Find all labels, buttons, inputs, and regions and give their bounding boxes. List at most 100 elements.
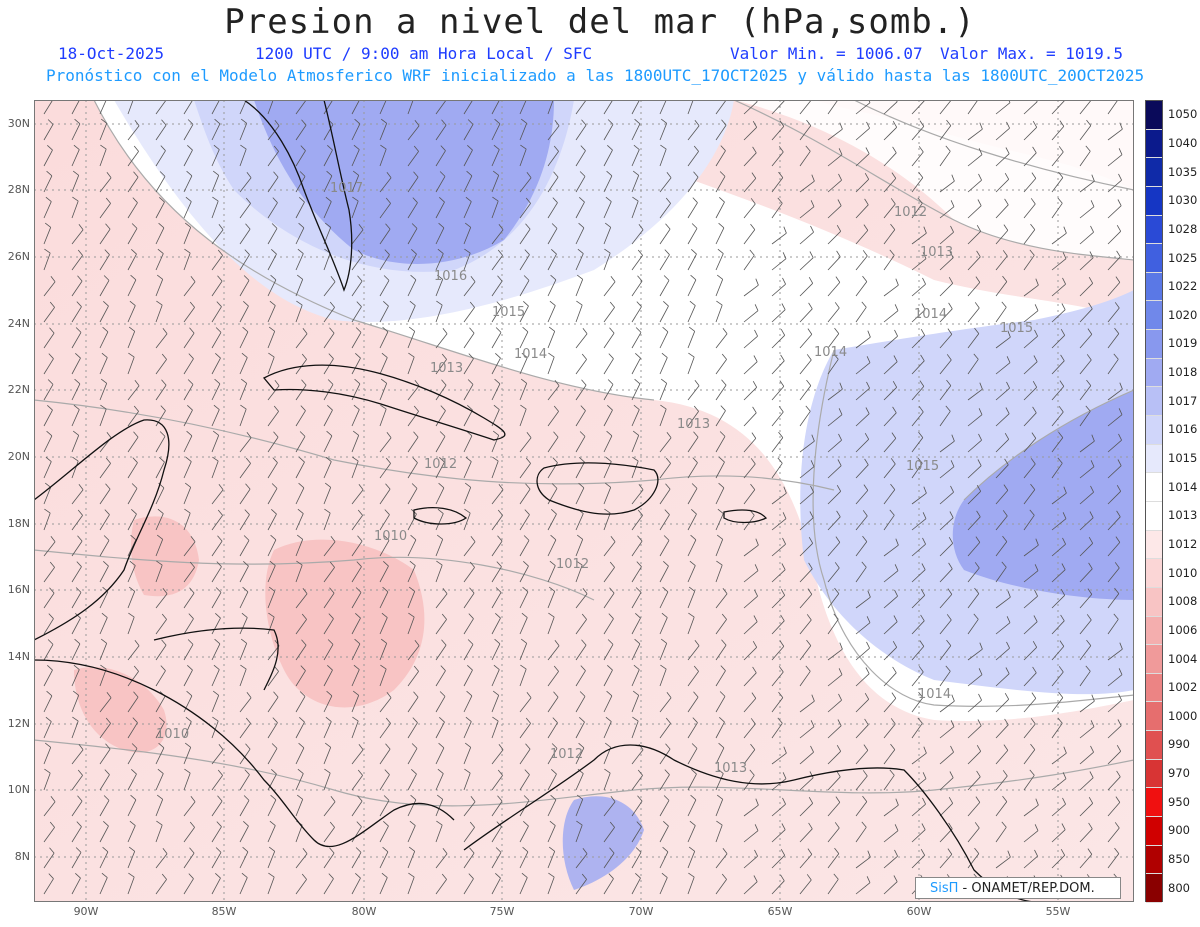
colorbar-label: 1016: [1168, 422, 1198, 437]
colorbar-segment: [1146, 673, 1162, 703]
colorbar-segment: [1146, 616, 1162, 646]
hispaniola-coast: [536, 462, 659, 515]
blue-low-colombia: [562, 796, 644, 890]
lat-label-30n: 30N: [7, 117, 30, 130]
contour-label: 1010: [156, 727, 189, 742]
blue-area-east: [800, 290, 1134, 695]
colorbar-segment: [1146, 186, 1162, 216]
colorbar-segment: [1146, 444, 1162, 474]
colorbar-label: 1028: [1168, 221, 1198, 236]
colorbar-label: 850: [1168, 852, 1190, 867]
colorbar-segment: [1146, 158, 1162, 187]
lat-label-16n: 16N: [7, 583, 30, 596]
colorbar-label: 1013: [1168, 508, 1198, 523]
colorbar-label: 1018: [1168, 365, 1198, 380]
map-frame: [34, 100, 1134, 902]
lat-label-18n: 18N: [7, 517, 30, 530]
colorbar-label: 1002: [1168, 680, 1198, 695]
colorbar: [1145, 100, 1163, 903]
south-america-coast: [463, 744, 1035, 902]
date-label: 18-Oct-2025: [58, 44, 164, 63]
colorbar-segment: [1146, 129, 1162, 159]
colorbar-segment: [1146, 559, 1162, 588]
wind-barbs: [43, 100, 1123, 895]
colorbar-segment: [1146, 215, 1162, 245]
contour-label: 1014: [514, 347, 547, 362]
contour-label: 1015: [492, 305, 525, 320]
contour-label: 1012: [550, 747, 583, 762]
lat-label-14n: 14N: [7, 650, 30, 663]
colorbar-label: 1025: [1168, 250, 1198, 265]
colorbar-label: 970: [1168, 766, 1190, 781]
colorbar-label: 950: [1168, 794, 1190, 809]
colorbar-segment: [1146, 759, 1162, 789]
contour-label: 1014: [914, 307, 947, 322]
colorbar-label: 1010: [1168, 565, 1198, 580]
colorbar-label: 1019: [1168, 336, 1198, 351]
lon-label-65w: 65W: [767, 905, 793, 918]
colorbar-label: 1004: [1168, 651, 1198, 666]
lat-label-12n: 12N: [7, 717, 30, 730]
yucatan-coast: [34, 419, 170, 641]
credit-sis: SisΠ: [930, 881, 959, 896]
colorbar-label: 1022: [1168, 279, 1198, 294]
colorbar-label: 1035: [1168, 164, 1198, 179]
contour-label: 1012: [424, 457, 457, 472]
credit-box: SisΠ - ONAMET/REP.DOM.: [915, 877, 1121, 899]
colorbar-segment: [1146, 387, 1162, 417]
colorbar-segment: [1146, 587, 1162, 617]
colorbar-segment: [1146, 702, 1162, 732]
colorbar-label: 1050: [1168, 107, 1198, 122]
florida-coast: [243, 100, 353, 292]
colorbar-segment: [1146, 501, 1162, 531]
colorbar-segment: [1146, 473, 1162, 502]
colorbar-segment: [1146, 845, 1162, 875]
low-pressure-west: [74, 666, 167, 753]
colorbar-label: 1006: [1168, 622, 1198, 637]
jamaica-coast: [413, 507, 468, 525]
low-pressure-central: [265, 539, 425, 708]
colorbar-label: 800: [1168, 880, 1190, 895]
lon-label-75w: 75W: [489, 905, 515, 918]
contour-label: 1012: [894, 205, 927, 220]
colorbar-label: 1014: [1168, 479, 1198, 494]
isobars: [34, 100, 1134, 807]
colorbar-segment: [1146, 645, 1162, 674]
max-value-label: Valor Max. = 1019.5: [940, 44, 1124, 63]
colorbar-segment: [1146, 530, 1162, 560]
lat-label-8n: 8N: [14, 850, 30, 863]
colorbar-segment: [1146, 301, 1162, 331]
cuba-coast: [262, 364, 506, 441]
lon-label-55w: 55W: [1045, 905, 1071, 918]
colorbar-label: 900: [1168, 823, 1190, 838]
lon-label-90w: 90W: [73, 905, 99, 918]
white-band: [34, 100, 1134, 260]
contour-label: 1013: [430, 361, 463, 376]
colorbar-segment: [1146, 731, 1162, 760]
lat-label-20n: 20N: [7, 450, 30, 463]
low-pressure-yucatan: [131, 516, 199, 597]
contour-label: 1013: [677, 417, 710, 432]
contour-label: 1012: [556, 557, 589, 572]
colorbar-label: 1008: [1168, 594, 1198, 609]
colorbar-segment: [1146, 817, 1162, 846]
time-info-label: 1200 UTC / 9:00 am Hora Local / SFC: [255, 44, 593, 63]
colorbar-segment: [1146, 244, 1162, 273]
lat-label-28n: 28N: [7, 183, 30, 196]
forecast-info-line: Pronóstico con el Modelo Atmosferico WRF…: [46, 66, 1145, 85]
colorbar-segment: [1146, 101, 1162, 130]
colorbar-label: 1012: [1168, 536, 1198, 551]
contour-label: 1014: [918, 687, 951, 702]
puerto-rico-coast: [723, 509, 768, 524]
colorbar-label: 1017: [1168, 393, 1198, 408]
colorbar-segment: [1146, 330, 1162, 359]
lon-label-80w: 80W: [351, 905, 377, 918]
colorbar-segment: [1146, 416, 1162, 445]
colorbar-label: 1020: [1168, 307, 1198, 322]
central-america-coast: [34, 659, 455, 848]
credit-org: - ONAMET/REP.DOM.: [958, 881, 1095, 896]
colorbar-label: 1030: [1168, 193, 1198, 208]
colorbar-segment: [1146, 788, 1162, 818]
lat-label-26n: 26N: [7, 250, 30, 263]
honduras-coast: [153, 627, 279, 691]
